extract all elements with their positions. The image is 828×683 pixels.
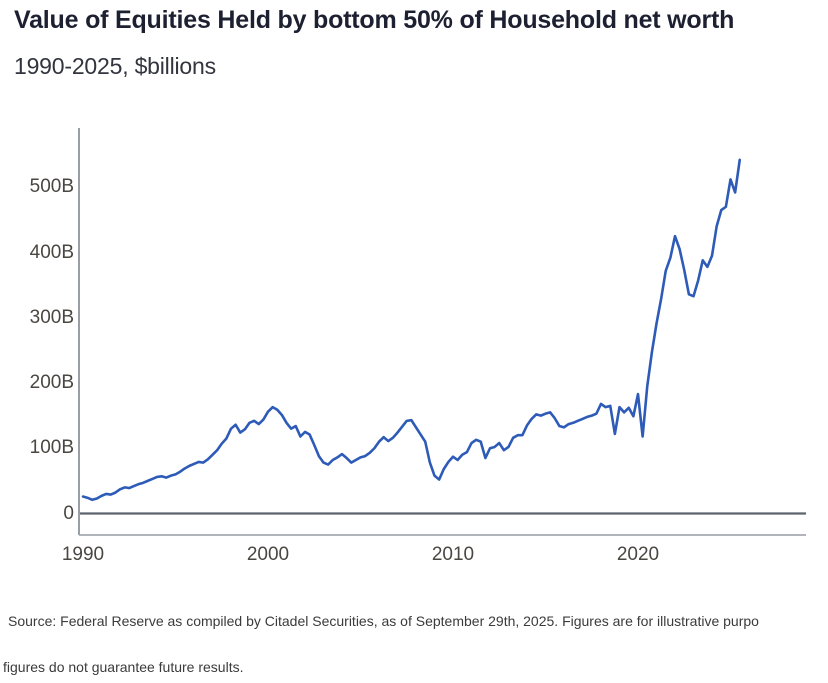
y-tick-label: 0 xyxy=(63,502,74,524)
x-tick-label: 2020 xyxy=(616,544,660,565)
equities-series-line xyxy=(81,158,742,502)
y-tick-label: 400B xyxy=(29,241,74,263)
x-tick-label: 2000 xyxy=(246,544,290,565)
chart-title: Value of Equities Held by bottom 50% of … xyxy=(14,6,735,34)
x-tick-label: 1990 xyxy=(61,544,105,565)
x-tick-label: 2010 xyxy=(431,544,475,565)
y-tick-label: 200B xyxy=(29,372,74,393)
y-tick-label: 300B xyxy=(29,306,74,328)
y-tick-label: 500B xyxy=(29,176,74,198)
source-note-line2: figures do not guarantee future results. xyxy=(3,659,244,675)
y-tick-label: 100B xyxy=(29,437,74,459)
source-note-line1: Source: Federal Reserve as compiled by C… xyxy=(8,613,759,629)
chart-subtitle: 1990-2025, $billions xyxy=(14,53,216,79)
